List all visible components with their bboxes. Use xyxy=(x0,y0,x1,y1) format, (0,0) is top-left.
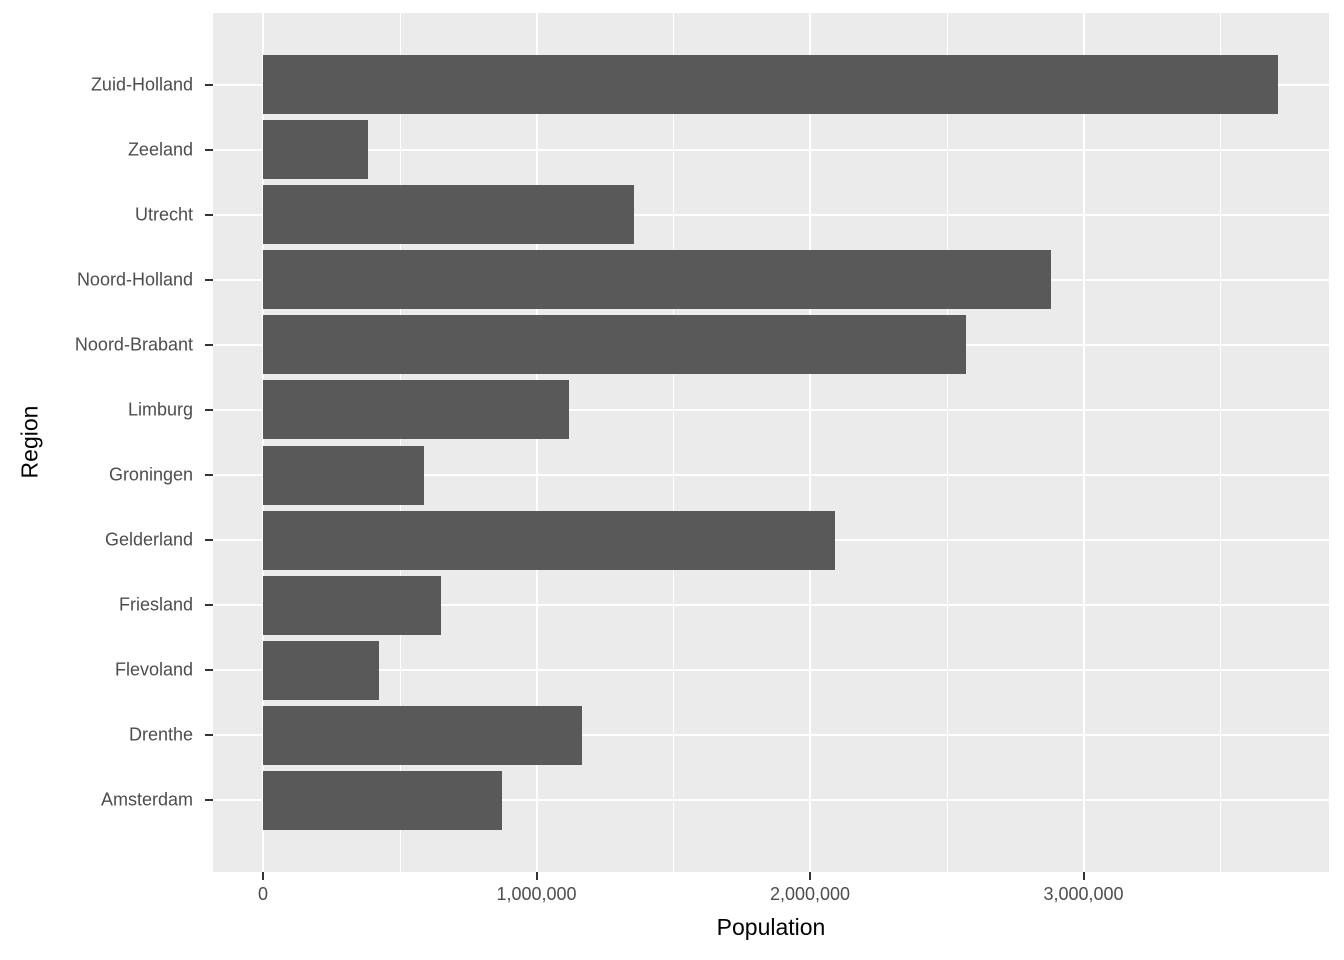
bar-noord-holland xyxy=(263,250,1051,310)
y-tick-label-friesland: Friesland xyxy=(118,594,193,615)
y-tick-mark xyxy=(205,408,213,411)
y-tick-label-amsterdam: Amsterdam xyxy=(100,789,193,810)
minor-gridline xyxy=(946,13,948,872)
y-axis: Zuid-Holland Zeeland Utrecht Noord-Holland N… xyxy=(0,0,213,960)
x-tick-mark xyxy=(535,872,538,880)
major-gridline xyxy=(809,13,811,872)
major-gridline xyxy=(262,13,264,872)
horizontal-gridline xyxy=(213,213,1329,216)
x-axis: 0 1,000,000 2,000,000 3,000,000 xyxy=(0,872,1344,932)
minor-gridline xyxy=(673,13,675,872)
y-tick-mark xyxy=(205,799,213,802)
minor-gridline xyxy=(399,13,401,872)
y-tick-label-zeeland: Zeeland xyxy=(127,139,193,160)
bar-utrecht xyxy=(263,185,634,245)
horizontal-gridline xyxy=(213,148,1329,151)
y-tick-label-noord-holland: Noord-Holland xyxy=(76,269,193,290)
bar-gelderland xyxy=(263,510,835,570)
horizontal-gridline xyxy=(213,799,1329,802)
x-tick-mark xyxy=(1082,872,1085,880)
y-tick-label-flevoland: Flevoland xyxy=(114,659,193,680)
y-tick-mark xyxy=(205,734,213,737)
y-tick-label-limburg: Limburg xyxy=(127,399,193,420)
y-tick-mark xyxy=(205,343,213,346)
x-tick-label: 1,000,000 xyxy=(496,884,577,904)
minor-gridline xyxy=(1220,13,1222,872)
y-tick-mark xyxy=(205,539,213,542)
bar-groningen xyxy=(263,445,425,505)
bar-friesland xyxy=(263,575,441,635)
major-gridline xyxy=(535,13,538,872)
y-tick-mark xyxy=(205,604,213,607)
y-tick-mark xyxy=(205,213,213,216)
x-tick-mark xyxy=(262,872,264,880)
y-tick-label-utrecht: Utrecht xyxy=(134,204,193,225)
x-tick-label: 0 xyxy=(257,884,269,904)
y-tick-label-noord-brabant: Noord-Brabant xyxy=(74,334,193,355)
horizontal-gridline xyxy=(213,669,1329,672)
y-tick-mark xyxy=(205,278,213,281)
x-tick-label: 3,000,000 xyxy=(1043,884,1124,904)
x-axis-title: Population xyxy=(716,914,826,940)
bar-amsterdam xyxy=(263,770,503,830)
major-gridline xyxy=(1082,13,1085,872)
y-tick-label-groningen: Groningen xyxy=(108,464,193,485)
y-tick-label-drenthe: Drenthe xyxy=(128,724,193,745)
bar-zuid-holland xyxy=(263,55,1278,115)
y-tick-mark xyxy=(205,669,213,672)
y-tick-mark xyxy=(205,474,213,477)
x-tick-label: 2,000,000 xyxy=(769,884,851,904)
y-tick-label-zuid-holland: Zuid-Holland xyxy=(90,74,193,95)
bar-noord-brabant xyxy=(263,315,966,375)
bar-layer xyxy=(213,13,1329,872)
horizontal-gridline xyxy=(213,408,1329,411)
x-tick-mark xyxy=(809,872,811,880)
horizontal-gridline xyxy=(213,734,1329,737)
plot-panel xyxy=(213,13,1329,872)
y-tick-label-gelderland: Gelderland xyxy=(104,529,193,550)
bar-flevoland xyxy=(263,640,380,700)
horizontal-gridline xyxy=(213,474,1329,477)
bar-zeeland xyxy=(263,120,369,180)
y-tick-mark xyxy=(205,148,213,151)
y-tick-mark xyxy=(205,83,213,86)
horizontal-gridline xyxy=(213,604,1329,607)
bar-drenthe xyxy=(263,705,582,765)
bar-limburg xyxy=(263,380,570,440)
